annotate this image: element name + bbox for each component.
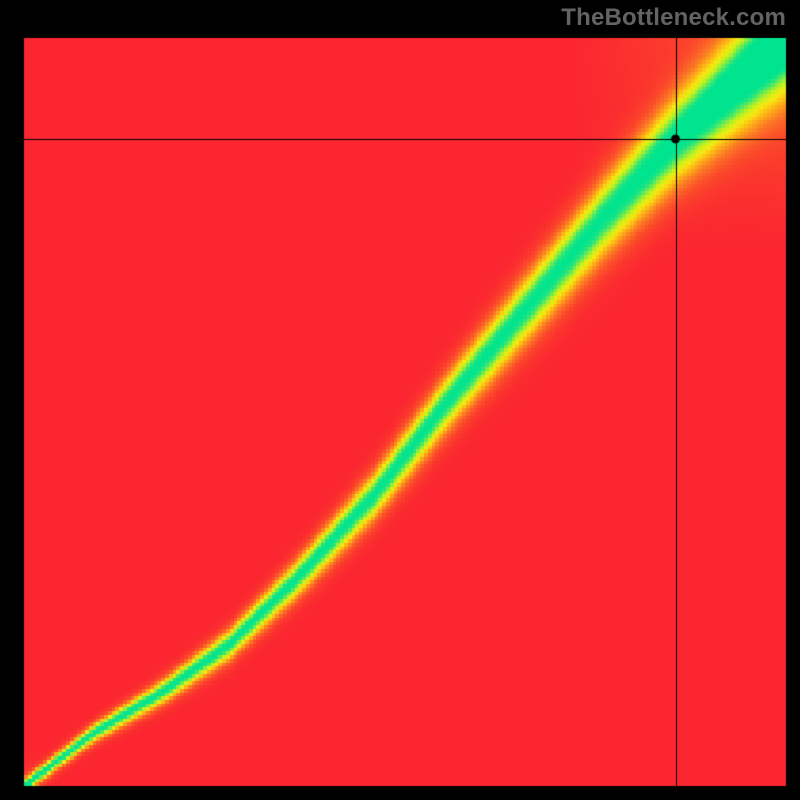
watermark-label: TheBottleneck.com [561, 4, 786, 32]
bottleneck-heatmap [0, 0, 800, 800]
